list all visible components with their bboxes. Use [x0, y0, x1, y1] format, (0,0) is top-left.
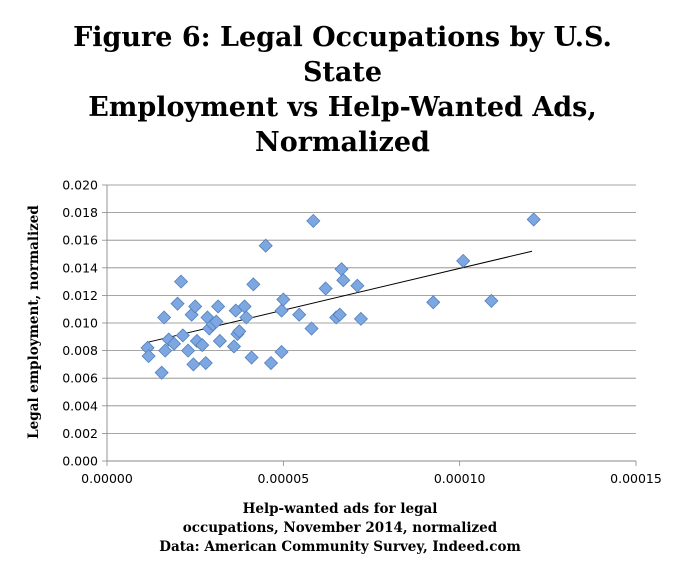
x-tick-label: 0.00000 — [81, 471, 133, 486]
y-tick-label: 0.014 — [62, 260, 98, 275]
data-point — [276, 292, 291, 307]
data-point — [141, 349, 156, 364]
data-point — [232, 324, 247, 339]
data-point — [158, 343, 173, 358]
data-point — [350, 278, 365, 293]
data-point — [292, 307, 307, 322]
data-point — [175, 328, 190, 343]
data-point — [353, 311, 368, 326]
data-point — [173, 274, 189, 289]
y-tick-label: 0.008 — [62, 343, 98, 358]
data-point — [246, 277, 261, 292]
data-point — [332, 307, 347, 322]
data-point — [526, 212, 541, 227]
data-points — [140, 212, 541, 380]
data-point — [304, 321, 319, 336]
data-point — [426, 295, 441, 310]
data-point — [484, 293, 499, 308]
data-point — [306, 213, 321, 228]
data-point — [209, 314, 224, 329]
data-point — [212, 333, 227, 349]
x-axis-label-line-1: Help-wanted ads for legal — [242, 501, 438, 517]
data-point — [166, 336, 182, 351]
chart-title-line-2: State — [302, 57, 383, 88]
data-point — [161, 332, 176, 347]
data-point — [211, 299, 226, 314]
y-tick-label: 0.010 — [62, 316, 98, 331]
y-tick-label: 0.002 — [62, 426, 98, 441]
y-tick-label: 0.012 — [62, 288, 98, 303]
data-point — [157, 310, 172, 325]
gridlines — [107, 184, 636, 434]
chart-title-line-3: Employment vs Help-Wanted Ads, — [88, 92, 597, 123]
y-tick-label: 0.018 — [62, 205, 98, 220]
x-tick-label: 0.00005 — [257, 471, 309, 486]
chart-title-line-1: Figure 6: Legal Occupations by U.S. — [73, 22, 612, 53]
tick-labels: 0.000 0.002 0.004 0.006 0.008 0.010 0.012 0.014… — [62, 178, 662, 487]
data-point — [318, 281, 333, 296]
data-point — [258, 238, 273, 253]
data-point — [186, 357, 201, 372]
data-point — [195, 338, 210, 353]
data-point — [154, 365, 169, 380]
y-tick-label: 0.020 — [62, 178, 98, 193]
data-point — [170, 296, 185, 311]
data-point — [181, 343, 196, 358]
data-point — [336, 273, 351, 288]
y-tick-label: 0.006 — [62, 371, 98, 386]
data-point — [274, 344, 289, 360]
chart-title-line-4: Normalized — [255, 127, 430, 158]
y-tick-label: 0.016 — [62, 233, 98, 248]
data-point — [198, 355, 213, 371]
axes — [102, 184, 637, 466]
x-tick-label: 0.00010 — [434, 471, 486, 486]
data-point — [226, 339, 242, 354]
y-tick-label: 0.000 — [62, 454, 98, 469]
data-point — [456, 253, 471, 268]
data-point — [239, 310, 254, 325]
data-point — [244, 350, 259, 365]
data-point — [188, 299, 203, 314]
data-point — [274, 303, 289, 318]
y-tick-label: 0.004 — [62, 398, 98, 413]
x-axis-label-line-3: Data: American Community Survey, Indeed.… — [159, 539, 521, 555]
x-tick-label: 0.00015 — [610, 471, 662, 486]
data-point — [334, 262, 349, 277]
data-point — [263, 355, 279, 371]
x-axis-label-line-2: occupations, November 2014, normalized — [182, 520, 498, 536]
